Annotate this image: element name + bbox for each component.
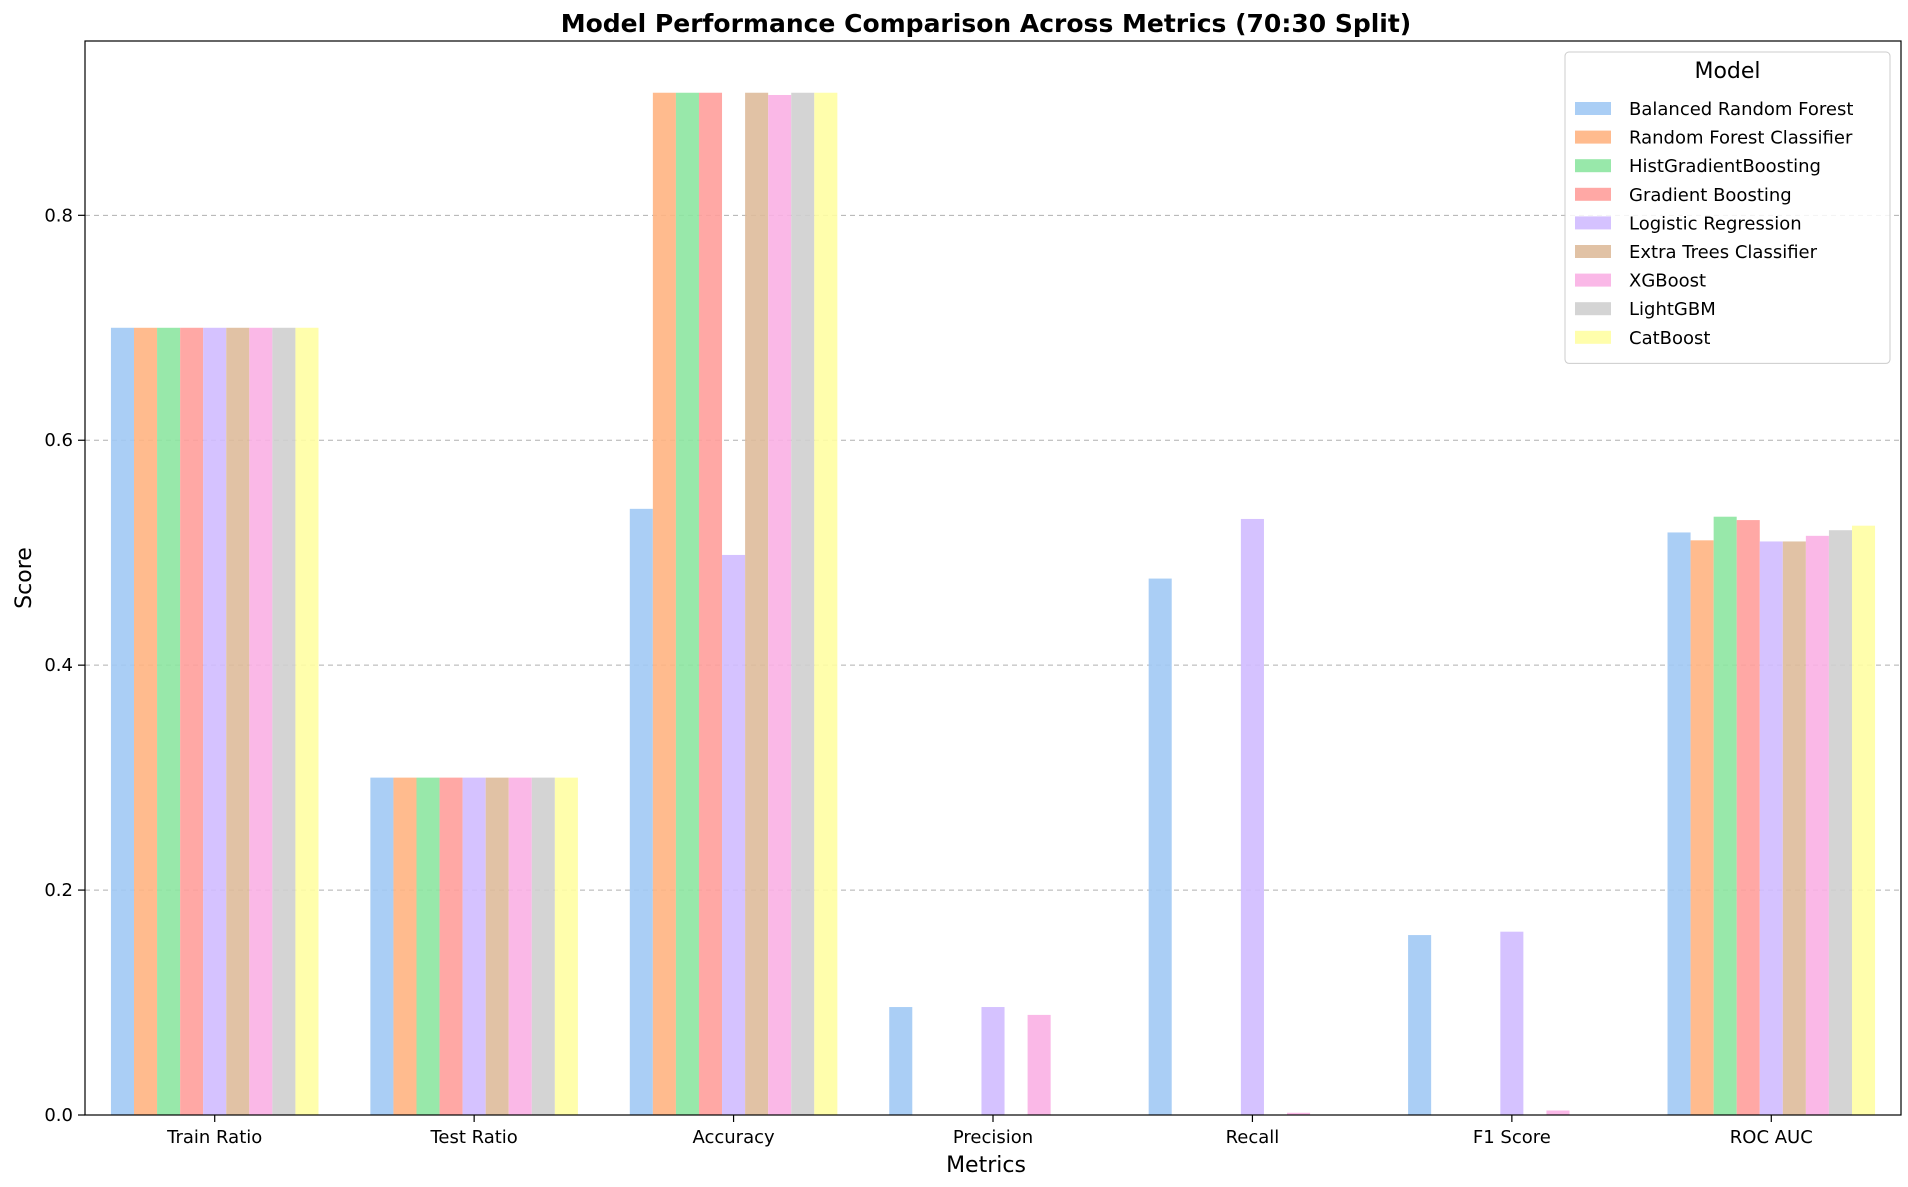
legend-swatch — [1575, 102, 1611, 115]
bar — [508, 777, 532, 1115]
bar — [157, 327, 181, 1115]
bar — [1240, 518, 1264, 1115]
x-tick-label: Recall — [1226, 1127, 1280, 1148]
bar — [1546, 1110, 1570, 1115]
legend-box — [1564, 51, 1891, 364]
x-tick-label: Accuracy — [692, 1127, 775, 1148]
bar — [814, 92, 838, 1115]
y-tick-label: 0.8 — [44, 205, 73, 226]
y-tick-label: 0.6 — [44, 430, 73, 451]
bar — [370, 777, 394, 1115]
bar — [226, 327, 250, 1115]
legend-swatch — [1575, 187, 1611, 201]
bar — [698, 92, 723, 1115]
bar — [462, 777, 486, 1115]
bar — [981, 1007, 1005, 1115]
bar — [1287, 1112, 1311, 1115]
bar — [180, 327, 204, 1115]
bar — [1027, 1014, 1051, 1115]
bar — [439, 777, 463, 1115]
chart-title: Model Performance Comparison Across Metr… — [561, 9, 1412, 38]
x-tick-label: F1 Score — [1473, 1127, 1551, 1148]
legend-swatch — [1575, 302, 1611, 316]
legend: Model Balanced Random Forest Random Forest… — [1564, 51, 1891, 364]
bar — [791, 92, 815, 1115]
bar — [272, 327, 296, 1115]
x-tick-label: ROC AUC — [1730, 1127, 1813, 1148]
bar — [629, 508, 653, 1115]
legend-entry: Extra Trees Classifier — [1629, 242, 1818, 263]
x-tick-label: Test Ratio — [429, 1127, 517, 1148]
legend-swatch — [1575, 330, 1611, 344]
bars — [110, 92, 1876, 1116]
legend-swatch — [1575, 216, 1611, 230]
bar — [652, 92, 676, 1115]
legend-swatch — [1575, 273, 1611, 287]
y-axis: 0.0 0.2 0.4 0.6 0.8 — [44, 205, 85, 1126]
bar — [203, 327, 227, 1115]
x-axis-label: Metrics — [946, 1153, 1026, 1178]
legend-entry: HistGradientBoosting — [1629, 156, 1821, 177]
legend-entry: Logistic Regression — [1629, 213, 1802, 234]
legend-entry: Gradient Boosting — [1629, 185, 1792, 206]
bar — [722, 554, 746, 1115]
legend-entry: Random Forest Classifier — [1629, 128, 1853, 149]
y-axis-label: Score — [12, 547, 37, 609]
bar — [1148, 578, 1172, 1115]
y-tick-label: 0.4 — [44, 655, 73, 676]
bar — [768, 94, 792, 1116]
legend-entry: LightGBM — [1629, 299, 1716, 320]
legend-swatch — [1575, 130, 1611, 144]
bar — [134, 327, 158, 1115]
bar — [1408, 935, 1432, 1115]
bar — [745, 92, 769, 1115]
bar — [1667, 532, 1691, 1115]
x-axis: Train Ratio Test Ratio Accuracy Precision Re… — [166, 1115, 1813, 1148]
bar — [1828, 530, 1852, 1115]
legend-entry: XGBoost — [1629, 271, 1706, 292]
bar — [1690, 540, 1714, 1115]
bar — [1805, 535, 1829, 1115]
bar — [393, 777, 417, 1115]
bar — [485, 777, 509, 1115]
bar — [1782, 541, 1806, 1115]
bar — [1713, 516, 1737, 1115]
bar — [295, 327, 319, 1115]
legend-entry: CatBoost — [1629, 328, 1710, 349]
bar — [675, 92, 699, 1115]
x-tick-label: Train Ratio — [166, 1127, 262, 1148]
legend-swatch — [1575, 245, 1611, 258]
bar — [531, 777, 555, 1115]
legend-swatch — [1575, 159, 1611, 173]
bar — [1736, 520, 1760, 1115]
bar — [1500, 931, 1524, 1115]
bar — [249, 327, 273, 1115]
bar — [554, 777, 578, 1115]
bar — [1759, 541, 1783, 1115]
y-tick-label: 0.0 — [44, 1105, 73, 1126]
bar — [416, 777, 440, 1115]
bar — [1851, 525, 1876, 1115]
bar — [889, 1007, 913, 1115]
x-tick-label: Precision — [953, 1127, 1033, 1148]
bar — [110, 327, 135, 1115]
legend-entry: Balanced Random Forest — [1629, 99, 1853, 120]
legend-title: Model — [1694, 59, 1760, 84]
y-tick-label: 0.2 — [44, 880, 73, 901]
